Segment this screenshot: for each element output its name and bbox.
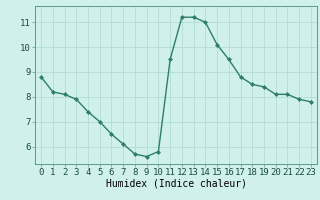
X-axis label: Humidex (Indice chaleur): Humidex (Indice chaleur) [106,179,246,189]
